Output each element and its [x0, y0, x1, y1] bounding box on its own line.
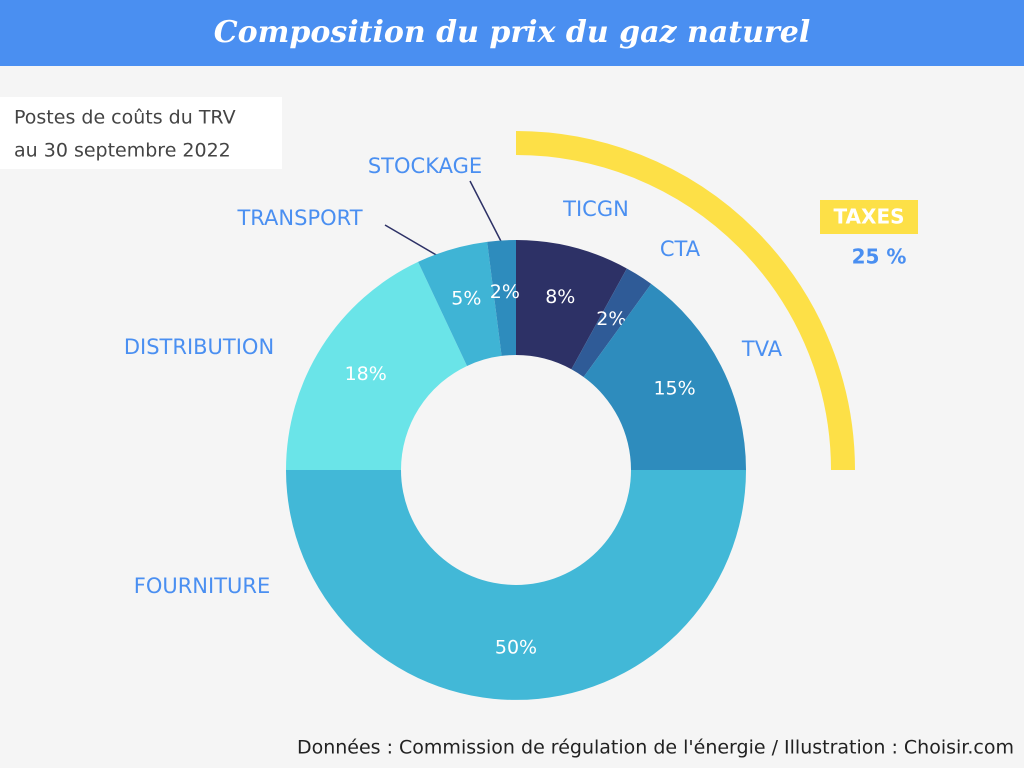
source: Données : Commission de régulation de l'… — [297, 737, 1014, 759]
donut-segment — [286, 261, 468, 470]
category-label: FOURNITURE — [134, 574, 271, 598]
donut-segment — [487, 240, 516, 356]
donut-segment — [418, 241, 502, 366]
donut-segment — [571, 268, 652, 377]
leader-line — [469, 180, 507, 252]
category-label: STOCKAGE — [368, 154, 482, 178]
donut-segment — [516, 240, 627, 370]
subtitle: Postes de coûts du TRV — [14, 107, 236, 129]
category-label: TICGN — [562, 197, 629, 221]
donut-segment — [583, 283, 746, 470]
donut-segment — [286, 470, 746, 700]
data-label: 5% — [451, 288, 481, 310]
data-label: 15% — [653, 378, 695, 400]
data-label: 18% — [345, 363, 387, 385]
category-label: TRANSPORT — [236, 206, 362, 230]
title-bar — [0, 0, 1024, 66]
data-label: 50% — [495, 637, 537, 659]
category-label: CTA — [660, 237, 701, 261]
group-label: TAXES — [833, 205, 904, 229]
subtitle-box — [0, 97, 282, 169]
group-value: 25 % — [852, 245, 907, 269]
subtitle: au 30 septembre 2022 — [14, 140, 231, 162]
data-label: 2% — [596, 308, 626, 330]
data-label: 8% — [545, 286, 575, 308]
data-label: 2% — [490, 281, 520, 303]
group-label-bg — [820, 200, 918, 234]
category-label: DISTRIBUTION — [124, 335, 274, 359]
category-label: TVA — [741, 337, 783, 361]
chart-title: Composition du prix du gaz naturel — [214, 15, 811, 50]
group-arc — [515, 131, 855, 471]
